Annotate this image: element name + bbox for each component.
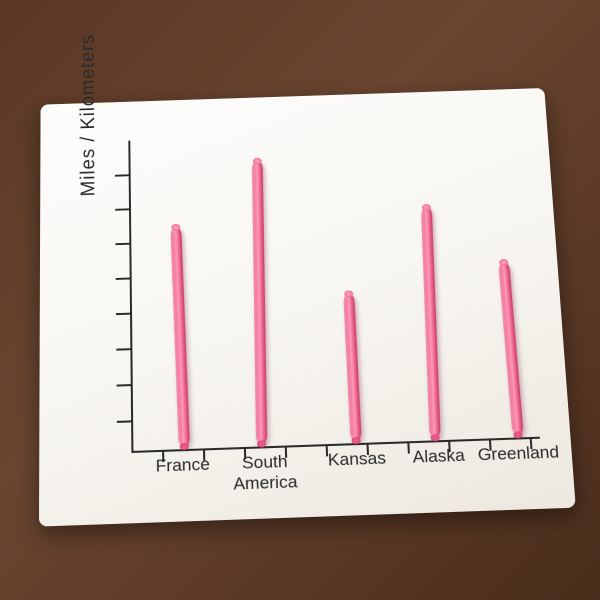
bar: [173, 227, 188, 448]
y-tick: [115, 174, 129, 176]
x-axis-label: SouthAmerica: [233, 451, 298, 493]
bar: [500, 262, 523, 436]
y-axis: [128, 141, 133, 453]
y-tick: [116, 313, 130, 315]
bar: [344, 293, 361, 441]
y-tick: [117, 420, 131, 423]
chart-area: [128, 128, 540, 453]
y-tick: [115, 208, 129, 210]
y-tick: [115, 243, 129, 245]
y-tick: [117, 384, 131, 386]
x-axis-label: Kansas: [328, 448, 387, 470]
x-labels: FranceSouthAmericaKansasAlaskaGreenland: [131, 443, 543, 505]
y-tick: [116, 278, 130, 280]
x-axis-label: Greenland: [477, 442, 559, 465]
x-axis-label: Alaska: [412, 445, 465, 467]
x-axis-label: France: [156, 454, 211, 476]
y-tick: [116, 348, 130, 350]
bar: [419, 207, 443, 439]
bar: [250, 161, 269, 445]
paper-sheet: Miles / Kilometers FranceSouthAmericaKan…: [39, 88, 576, 527]
y-axis-label: Miles / Kilometers: [77, 34, 100, 197]
